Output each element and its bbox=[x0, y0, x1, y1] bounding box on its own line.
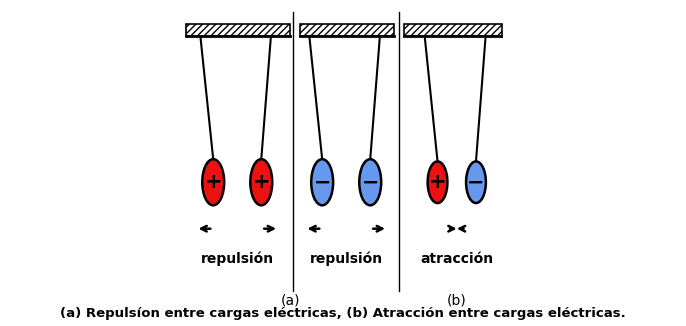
Text: +: + bbox=[204, 172, 222, 192]
Text: (a) Repulsíon entre cargas eléctricas, (b) Atracción entre cargas eléctricas.: (a) Repulsíon entre cargas eléctricas, (… bbox=[60, 307, 626, 320]
Ellipse shape bbox=[250, 159, 272, 205]
Text: +: + bbox=[429, 172, 447, 192]
Ellipse shape bbox=[202, 159, 224, 205]
Text: −: − bbox=[467, 172, 485, 192]
Text: atracción: atracción bbox=[421, 252, 493, 266]
Text: −: − bbox=[362, 172, 379, 192]
Ellipse shape bbox=[359, 159, 381, 205]
Text: +: + bbox=[252, 172, 270, 192]
Bar bbox=[300, 23, 394, 37]
Text: (a): (a) bbox=[281, 294, 300, 308]
Ellipse shape bbox=[311, 159, 333, 205]
Ellipse shape bbox=[466, 161, 486, 203]
Text: repulsión: repulsión bbox=[201, 252, 274, 266]
Text: −: − bbox=[314, 172, 331, 192]
Ellipse shape bbox=[427, 161, 447, 203]
Text: (b): (b) bbox=[447, 294, 466, 308]
Bar bbox=[404, 23, 501, 37]
Text: repulsión: repulsión bbox=[309, 252, 383, 266]
Bar bbox=[186, 23, 290, 37]
